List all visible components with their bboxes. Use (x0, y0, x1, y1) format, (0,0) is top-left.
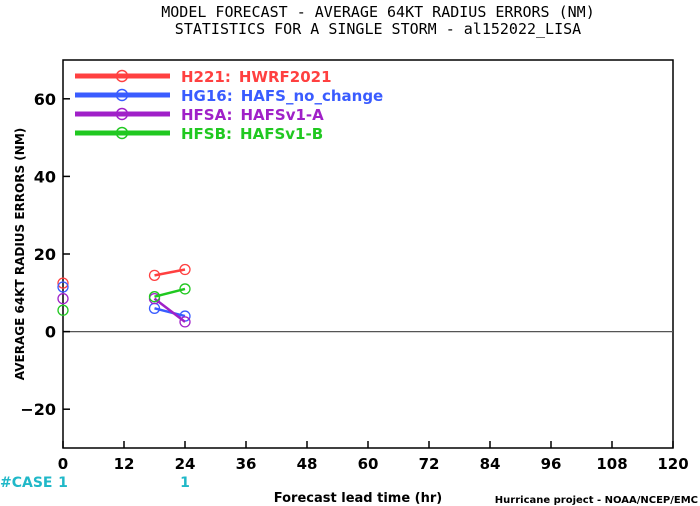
x-tick-label: 36 (236, 455, 257, 473)
legend-code: HFSA: (181, 106, 233, 124)
x-tick-label: 108 (596, 455, 627, 473)
data-point-marker (148, 291, 161, 303)
series-hg16 (57, 281, 191, 322)
legend-code: H221: (181, 68, 231, 86)
series-hfsa (57, 292, 191, 328)
y-tick-label: 20 (34, 245, 56, 264)
case-count: 1 (58, 475, 68, 491)
legend-swatch-marker (115, 126, 129, 140)
x-tick-label: 48 (297, 455, 318, 473)
plot-border (62, 59, 674, 449)
y-tick-label: 40 (34, 167, 56, 186)
legend-entry: HG16: HAFS_no_change (181, 87, 383, 105)
case-label: #CASE (0, 475, 53, 491)
legend-name: HAFSv1-A (241, 106, 325, 124)
credit-text: Hurricane project - NOAA/NCEP/EMC (495, 495, 698, 506)
x-tick-label: 24 (175, 455, 196, 473)
series-line (153, 297, 186, 323)
legend: H221: HWRF2021 HG16: HAFS_no_change HFSA: HAF… (75, 68, 383, 143)
x-tick-label: 72 (419, 455, 440, 473)
case-count: 1 (180, 475, 190, 491)
data-point-marker (179, 283, 191, 295)
series-h221 (57, 263, 191, 289)
data-point-marker (57, 281, 69, 293)
case-counts: #CASE 1 1 (0, 475, 190, 491)
legend-swatch-marker (115, 69, 129, 83)
x-axis-label: Forecast lead time (hr) (274, 491, 442, 506)
legend-name: HAFSv1-B (240, 125, 323, 143)
plot-area (62, 59, 674, 449)
y-axis-label: AVERAGE 64KT RADIUS ERRORS (NM) (13, 128, 27, 380)
series-layer (57, 263, 191, 328)
data-point-marker (57, 304, 69, 316)
x-tick-label: 84 (480, 455, 501, 473)
y-tick-label: −20 (20, 400, 56, 419)
x-axis: 0 12 24 36 48 60 72 84 96 108 120 (58, 441, 689, 473)
data-point-marker (179, 263, 191, 276)
legend-name: HWRF2021 (239, 68, 332, 86)
legend-code: HFSB: (181, 125, 232, 143)
data-point-marker (148, 269, 161, 281)
legend-name: HAFS_no_change (241, 87, 383, 105)
series-hfsb (57, 283, 191, 316)
data-point-marker (57, 277, 69, 289)
chart-title: MODEL FORECAST - AVERAGE 64KT RADIUS ERR… (161, 3, 594, 21)
x-tick-label: 120 (657, 455, 688, 473)
legend-entry: HFSA: HAFSv1-A (181, 106, 324, 124)
x-tick-label: 60 (358, 455, 379, 473)
legend-entry: H221: HWRF2021 (181, 68, 332, 86)
legend-code: HG16: (181, 87, 233, 105)
x-tick-label: 12 (114, 455, 135, 473)
x-tick-label: 0 (58, 455, 68, 473)
legend-swatch-marker (115, 88, 129, 102)
y-tick-label: 0 (45, 323, 56, 342)
chart-subtitle: STATISTICS FOR A SINGLE STORM - al152022… (175, 20, 581, 38)
legend-entry: HFSB: HAFSv1-B (181, 125, 323, 143)
data-point-marker (179, 316, 191, 328)
x-tick-label: 96 (541, 455, 562, 473)
y-axis: −20 0 20 40 60 (20, 90, 70, 419)
y-tick-label: 60 (34, 90, 56, 109)
legend-swatch-marker (115, 107, 129, 121)
data-point-marker (57, 292, 69, 305)
